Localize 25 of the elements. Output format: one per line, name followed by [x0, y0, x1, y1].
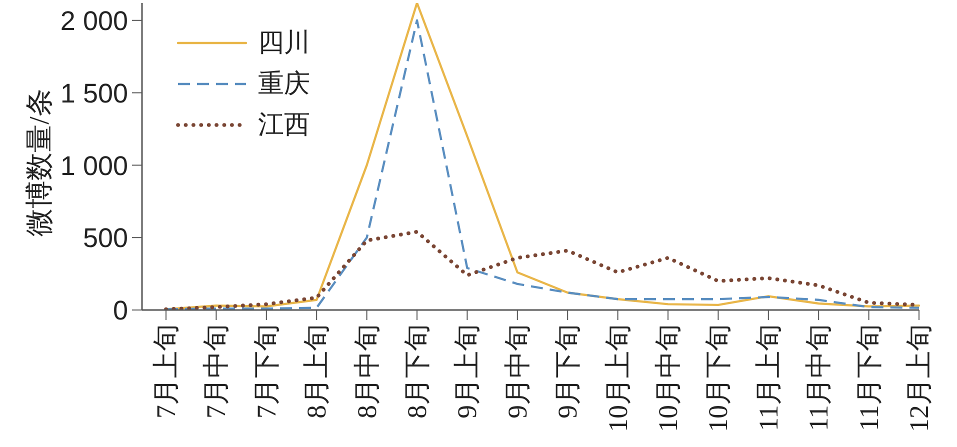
y-axis-title: 微博数量/条: [24, 88, 56, 236]
y-tick-label: 1 500: [60, 78, 128, 108]
x-tick-label: 8月下旬: [402, 324, 432, 418]
x-tick-label: 9月中旬: [502, 324, 532, 418]
x-tick-label: 9月上旬: [452, 324, 482, 418]
x-tick-label: 10月下旬: [703, 324, 734, 432]
x-tick-label: 10月上旬: [602, 324, 633, 432]
y-tick-label: 1 000: [60, 150, 128, 181]
y-tick-label: 500: [82, 223, 128, 254]
x-tick-label: 9月下旬: [552, 324, 583, 418]
y-tick-label: 0: [112, 296, 128, 326]
x-tick-label: 11月上旬: [753, 324, 784, 431]
y-tick-label: 2 000: [60, 6, 128, 36]
x-tick-label: 7月上旬: [151, 324, 181, 418]
x-tick-label: 12月上旬: [904, 324, 934, 432]
legend-label: 四川: [258, 28, 310, 58]
x-tick-label: 7月下旬: [251, 324, 282, 418]
legend-label: 江西: [258, 110, 310, 140]
x-tick-label: 8月中旬: [352, 324, 382, 418]
x-tick-label: 11月中旬: [804, 324, 834, 431]
x-tick-label: 7月中旬: [201, 324, 232, 418]
x-tick-label: 10月中旬: [653, 324, 683, 432]
x-tick-label: 11月下旬: [854, 324, 884, 431]
legend-label: 重庆: [258, 68, 310, 98]
x-tick-label: 8月上旬: [302, 324, 332, 418]
